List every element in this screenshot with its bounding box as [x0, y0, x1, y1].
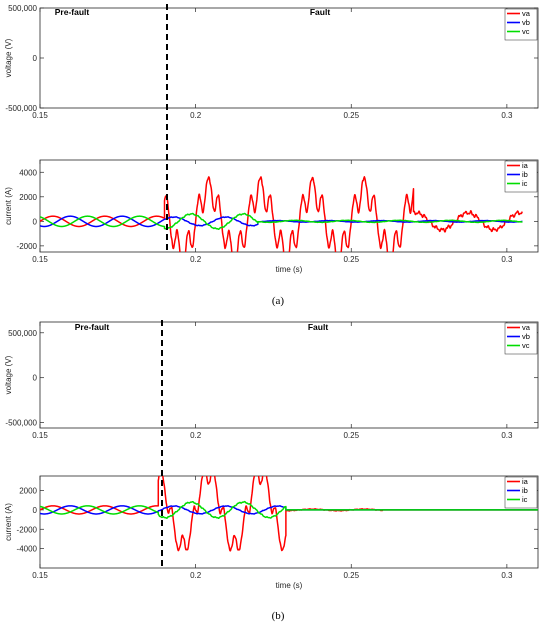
y-axis-label: current (A) — [4, 503, 13, 541]
plot-frame — [39, 159, 539, 253]
y-tick-label: -4000 — [17, 545, 38, 554]
legend-box — [504, 476, 538, 509]
x-tick-label: 0.2 — [190, 111, 202, 120]
x-axis-label: time (s) — [276, 581, 303, 590]
annotation-pre-fault: Pre-fault — [55, 7, 90, 17]
x-tick-label: 0.3 — [501, 571, 513, 580]
legend-label-va: va — [522, 9, 531, 18]
panel-b-current: 0.15 0.2 0.25 0.3 -4000 -2000 0 2000 current (A)… — [4, 475, 539, 590]
y-tick-label: 0 — [33, 217, 38, 226]
x-tick-label: 0.15 — [32, 571, 48, 580]
y-tick-label: 4000 — [19, 168, 37, 177]
y-tick-label: 2000 — [19, 193, 37, 202]
legend-label-vb: vb — [522, 332, 530, 341]
y-tick-label: 2000 — [19, 487, 37, 496]
x-tick-label: 0.25 — [343, 431, 359, 440]
legend-label-ic: ic — [522, 495, 528, 504]
annotation-pre-fault: Pre-fault — [75, 322, 110, 332]
plot-frame — [39, 7, 539, 109]
x-tick-label: 0.2 — [190, 571, 202, 580]
panel-a-current: 0.15 0.2 0.25 0.3 -2000 0 2000 4000 current (A) t… — [4, 159, 539, 274]
x-tick-label: 0.2 — [190, 431, 202, 440]
x-axis-label: time (s) — [276, 265, 303, 274]
x-tick-label: 0.2 — [190, 255, 202, 264]
legend-label-vc: vc — [522, 27, 530, 36]
x-tick-label: 0.3 — [501, 255, 513, 264]
y-tick-label: -500,000 — [5, 104, 37, 113]
panel-b-voltage: 0.15 0.2 0.25 0.3 -500,000 0 500,000 voltage (V… — [4, 321, 539, 440]
x-tick-label: 0.25 — [343, 571, 359, 580]
series-line-ia — [40, 176, 523, 252]
x-tick-label: 0.3 — [501, 111, 513, 120]
x-tick-label: 0.25 — [343, 255, 359, 264]
legend-label-ia: ia — [522, 161, 529, 170]
x-tick-label: 0.25 — [343, 111, 359, 120]
series-line-ic — [40, 212, 523, 231]
legend-label-va: va — [522, 323, 531, 332]
panel-a-voltage: 0.15 0.2 0.25 0.3 -500,000 0 500,000 voltage (V… — [4, 4, 539, 120]
x-tick-label: 0.3 — [501, 431, 513, 440]
x-tick-label: 0.15 — [32, 111, 48, 120]
y-axis-label: current (A) — [4, 187, 13, 225]
legend-label-ib: ib — [522, 486, 528, 495]
x-tick-label: 0.15 — [32, 431, 48, 440]
y-tick-label: 0 — [33, 506, 38, 515]
annotation-fault: Fault — [310, 7, 330, 17]
series-line-ic — [40, 500, 538, 519]
caption-a: (a) — [272, 295, 285, 307]
plot-frame — [39, 475, 539, 569]
plot-frame — [39, 321, 539, 429]
y-axis-label: voltage (V) — [4, 38, 13, 77]
x-tick-label: 0.15 — [32, 255, 48, 264]
legend-label-vb: vb — [522, 18, 530, 27]
y-tick-label: 0 — [33, 374, 38, 383]
y-tick-label: -2000 — [17, 525, 38, 534]
y-tick-label: 500,000 — [8, 4, 37, 13]
y-tick-label: -500,000 — [5, 419, 37, 428]
y-tick-label: 0 — [33, 54, 38, 63]
y-tick-label: -2000 — [17, 242, 38, 251]
y-tick-label: 500,000 — [8, 329, 37, 338]
caption-b: (b) — [272, 610, 285, 622]
legend-label-vc: vc — [522, 341, 530, 350]
annotation-fault: Fault — [308, 322, 328, 332]
legend-label-ia: ia — [522, 477, 529, 486]
y-axis-label: voltage (V) — [4, 355, 13, 394]
legend-label-ib: ib — [522, 170, 528, 179]
legend-label-ic: ic — [522, 179, 528, 188]
